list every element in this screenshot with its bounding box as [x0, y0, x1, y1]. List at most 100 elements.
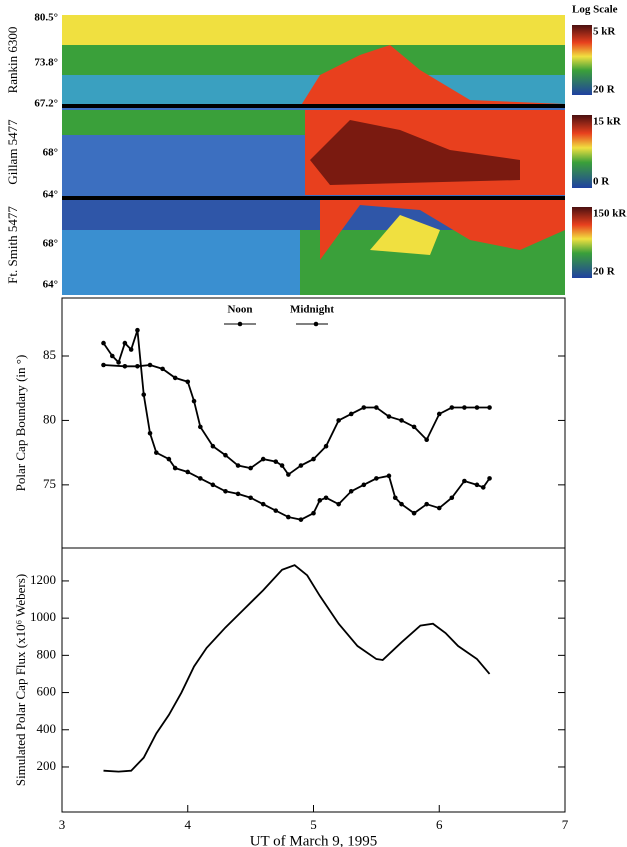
data-point — [260, 456, 266, 462]
data-point — [374, 405, 379, 410]
keogram-image — [62, 15, 565, 295]
data-point — [323, 495, 329, 501]
data-point — [172, 465, 178, 471]
lat-label: 68° — [43, 238, 58, 250]
data-point — [147, 431, 153, 436]
lat-label: 67.2° — [34, 98, 58, 110]
data-point — [210, 482, 216, 488]
data-point — [141, 392, 147, 397]
data-point — [436, 505, 442, 511]
data-point — [223, 488, 228, 494]
data-point — [279, 463, 285, 468]
data-point — [462, 478, 467, 484]
data-point — [386, 414, 392, 419]
data-point — [487, 405, 492, 410]
color-scale — [572, 25, 592, 95]
y-axis-label: Simulated Polar Cap Flux (x10⁶ Webers) — [13, 574, 28, 786]
data-point — [323, 443, 329, 449]
scale-label: 20 R — [593, 266, 616, 278]
series-line — [103, 364, 490, 476]
lat-label: 68° — [43, 147, 58, 159]
data-point — [273, 508, 279, 513]
x-tick-label: 3 — [59, 817, 66, 832]
legend-label: Noon — [227, 304, 252, 316]
data-point — [248, 465, 253, 471]
data-point — [101, 362, 106, 368]
lat-label: 73.8° — [34, 57, 58, 69]
data-point — [273, 459, 279, 464]
y-tick-label: 200 — [37, 758, 57, 773]
data-point — [474, 405, 480, 410]
data-point — [185, 469, 191, 475]
data-point — [311, 510, 316, 516]
data-point — [298, 463, 304, 468]
data-point — [462, 405, 467, 410]
data-point — [154, 450, 159, 455]
data-point — [198, 476, 203, 481]
y-tick-label: 800 — [37, 646, 57, 661]
data-point — [311, 456, 316, 462]
data-point — [399, 501, 404, 507]
data-point — [411, 510, 417, 516]
data-point — [361, 482, 367, 488]
y-axis-label: Polar Cap Boundary (in °) — [13, 355, 28, 492]
scale-label: 0 R — [593, 176, 610, 188]
data-point — [286, 514, 291, 520]
data-point — [248, 495, 253, 501]
data-point — [185, 379, 191, 385]
data-point — [480, 485, 486, 490]
scale-title: Log Scale — [572, 4, 618, 16]
data-point — [436, 411, 442, 417]
data-point — [374, 476, 379, 481]
station-label: Ft. Smith 5477 — [5, 206, 20, 284]
station-label: Rankin 6300 — [5, 27, 20, 94]
series-line — [102, 329, 491, 521]
data-point — [122, 363, 128, 369]
data-point — [348, 411, 354, 417]
data-point — [235, 491, 241, 497]
lat-label: 64° — [43, 189, 58, 201]
data-point — [172, 375, 178, 381]
x-tick-label: 6 — [436, 817, 443, 832]
data-point — [317, 498, 323, 503]
data-point — [260, 501, 266, 507]
scale-label: 15 kR — [593, 116, 622, 128]
color-scale — [572, 207, 592, 278]
data-point — [348, 488, 354, 494]
legend-label: Midnight — [290, 304, 334, 316]
legend-swatch — [313, 321, 319, 327]
data-point — [424, 437, 429, 443]
data-point — [166, 456, 172, 462]
y-tick-label: 400 — [37, 721, 57, 736]
data-point — [399, 418, 404, 423]
data-point — [386, 473, 392, 479]
station-label: Gillam 5477 — [5, 119, 20, 185]
color-scale — [572, 115, 592, 188]
data-point — [336, 418, 341, 423]
data-point — [128, 347, 134, 352]
legend-swatch — [237, 321, 243, 327]
data-point — [286, 472, 291, 477]
data-point — [110, 353, 115, 359]
y-tick-label: 85 — [43, 347, 56, 362]
scale-label: 20 R — [593, 84, 616, 96]
panel-frame — [61, 547, 566, 813]
scale-label: 5 kR — [593, 26, 616, 38]
data-point — [449, 405, 455, 410]
data-point — [198, 424, 203, 430]
data-point — [487, 476, 492, 481]
y-tick-label: 75 — [43, 476, 56, 491]
data-point — [449, 495, 455, 501]
data-point — [235, 463, 241, 468]
lat-label: 80.5° — [34, 12, 58, 24]
y-tick-label: 1000 — [30, 609, 56, 624]
data-point — [101, 340, 106, 346]
x-tick-label: 4 — [185, 817, 192, 832]
data-point — [223, 452, 228, 458]
data-point — [392, 495, 398, 501]
data-point — [411, 424, 417, 430]
y-tick-label: 1200 — [30, 572, 56, 587]
scale-label: 150 kR — [593, 208, 627, 220]
x-tick-label: 5 — [310, 817, 317, 832]
data-point — [191, 398, 197, 404]
